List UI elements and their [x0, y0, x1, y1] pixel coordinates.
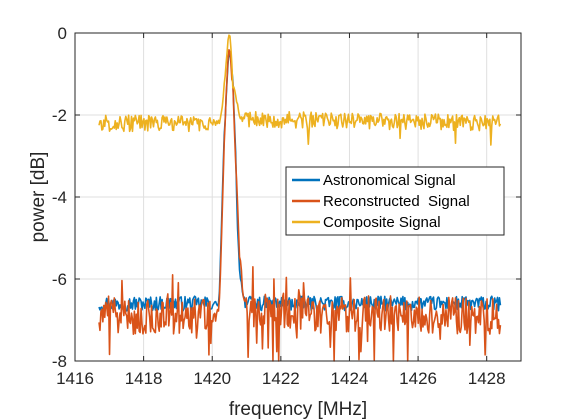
y-tick-label: -6 — [52, 270, 67, 289]
legend-label-composite: Composite Signal — [323, 214, 441, 231]
legend-label-astronomical: Astronomical Signal — [323, 172, 456, 189]
axis-ticks: 1416 1418 1420 1422 1424 1426 1428 -8 -6 -4 -2 0 — [52, 24, 521, 388]
x-tick-label: 1416 — [56, 369, 94, 388]
y-axis-label: power [dB] — [28, 152, 49, 243]
y-tick-label: -4 — [52, 188, 67, 207]
y-tick-label: 0 — [58, 24, 67, 43]
series-line — [98, 34, 502, 146]
x-tick-label: 1418 — [125, 369, 163, 388]
x-axis-label: frequency [MHz] — [229, 399, 367, 420]
x-tick-label: 1424 — [331, 369, 369, 388]
x-tick-label: 1426 — [399, 369, 437, 388]
x-tick-label: 1420 — [193, 369, 231, 388]
series-line — [98, 48, 502, 362]
legend: Astronomical Signal Reconstructed Signal… — [285, 166, 505, 236]
legend-label-reconstructed: Reconstructed Signal — [323, 193, 470, 210]
y-tick-label: -2 — [52, 106, 67, 125]
x-tick-label: 1428 — [468, 369, 506, 388]
legend-box — [285, 166, 505, 236]
series-lines — [98, 34, 502, 362]
x-tick-label: 1422 — [262, 369, 300, 388]
y-tick-label: -8 — [52, 352, 67, 371]
